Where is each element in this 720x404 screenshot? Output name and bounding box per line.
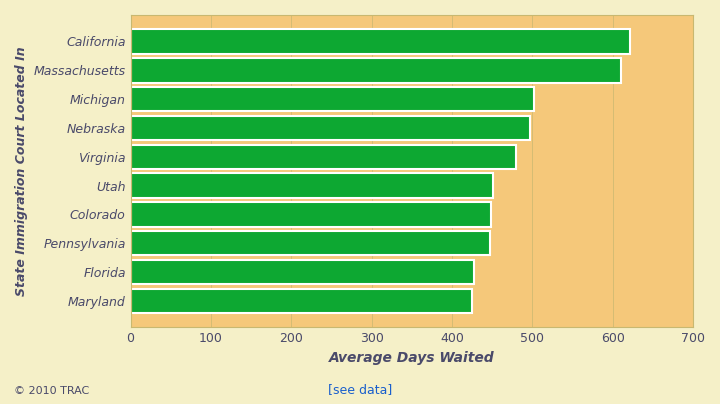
Bar xyxy=(130,58,621,82)
Bar xyxy=(130,173,493,198)
Bar xyxy=(130,87,534,112)
Bar xyxy=(130,29,630,54)
Bar xyxy=(130,202,491,227)
Bar xyxy=(130,260,474,284)
Text: © 2010 TRAC: © 2010 TRAC xyxy=(14,386,90,396)
Bar xyxy=(130,116,530,140)
Bar xyxy=(130,231,490,255)
Y-axis label: State Immigration Court Located In: State Immigration Court Located In xyxy=(15,46,28,296)
Text: [see data]: [see data] xyxy=(328,383,392,396)
X-axis label: Average Days Waited: Average Days Waited xyxy=(329,351,495,365)
Bar xyxy=(130,145,516,169)
Bar xyxy=(130,288,472,313)
